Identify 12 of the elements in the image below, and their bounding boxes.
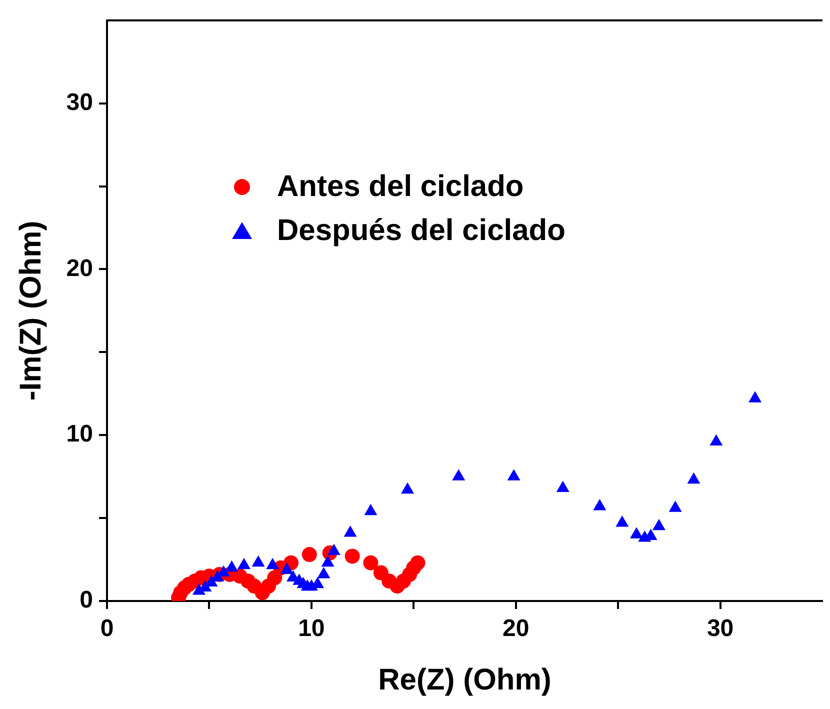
- y-tick-label: 30: [66, 88, 93, 116]
- x-tick-label: 10: [298, 615, 325, 642]
- y-axis-title: -Im(Z) (Ohm): [14, 220, 48, 401]
- x-tick-label: 0: [100, 615, 114, 642]
- y-tick-label: 10: [66, 420, 93, 448]
- x-tick-label: 30: [706, 615, 734, 642]
- x-tick-label: 20: [502, 615, 530, 642]
- y-tick-label: 0: [80, 586, 93, 614]
- y-tick-label: 20: [66, 254, 93, 282]
- x-axis-title: Re(Z) (Ohm): [378, 663, 552, 696]
- legend-label: Después del ciclado: [277, 214, 566, 248]
- legend-label: Antes del ciclado: [277, 170, 524, 204]
